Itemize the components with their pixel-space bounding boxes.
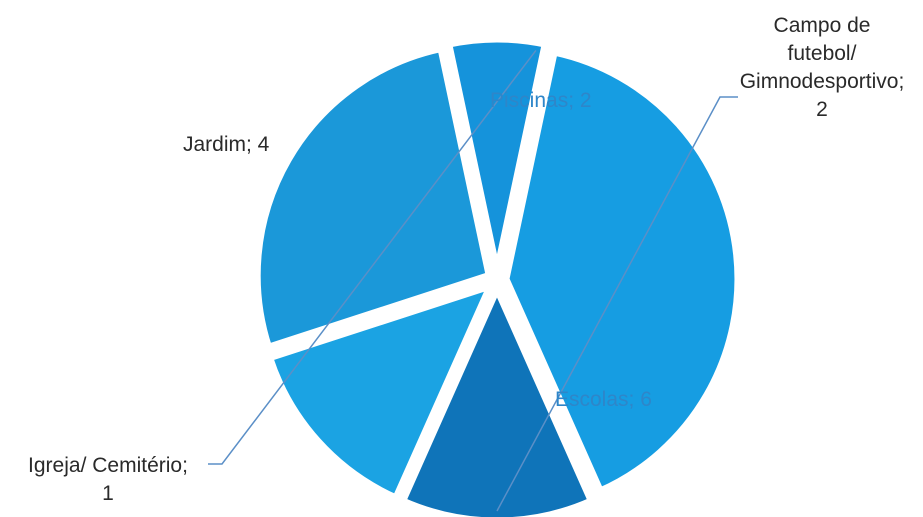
pie-slice-escolas xyxy=(502,48,742,495)
pie-slice-jardim xyxy=(253,45,493,351)
pie-slice-campo xyxy=(399,285,595,517)
slice-label-campo-line1: Campo de xyxy=(773,14,871,37)
slice-label-piscinas: Piscinas; 2 xyxy=(490,89,592,112)
slice-label-campo-line3: Gimnodesportivo; xyxy=(739,70,905,93)
slice-label-igreja-line1: Igreja/ Cemitério; xyxy=(28,454,188,477)
slice-label-campo: Campo de futebol/ Gimnodesportivo; 2 xyxy=(727,12,917,124)
pie-slice-igreja xyxy=(445,35,549,275)
slice-label-campo-line4: 2 xyxy=(816,98,828,121)
slice-label-jardim: Jardim; 4 xyxy=(183,133,270,156)
slice-label-campo-line2: futebol/ xyxy=(787,42,857,65)
slice-label-igreja-line2: 1 xyxy=(102,482,114,505)
pie-slice-piscinas xyxy=(266,282,494,502)
slice-label-igreja: Igreja/ Cemitério; 1 xyxy=(8,452,208,508)
leader-line-campo xyxy=(496,96,738,512)
slice-label-escolas: Escolas; 6 xyxy=(555,388,652,411)
leader-line-igreja xyxy=(208,49,537,465)
